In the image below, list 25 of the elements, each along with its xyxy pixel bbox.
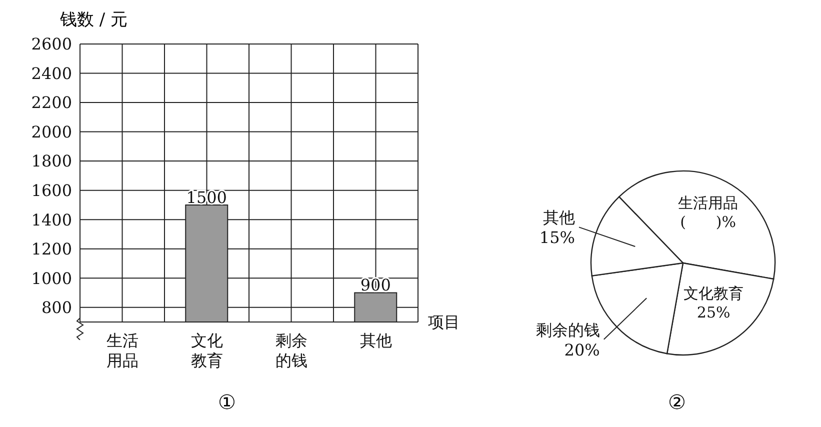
y-tick-label: 2600 <box>31 34 72 54</box>
y-tick-label: 1200 <box>31 240 72 259</box>
x-tick-label: 生活用品 <box>106 331 138 370</box>
y-tick-label: 2400 <box>31 64 72 83</box>
text: ① <box>218 390 236 414</box>
data-label: 15% <box>539 228 575 248</box>
y-tick-label: 1000 <box>31 268 72 288</box>
text: ② <box>668 390 686 414</box>
x-axis-title: 项目 <box>428 312 460 332</box>
y-tick-label: 1400 <box>31 210 72 230</box>
y-axis-title: 钱数 / 元 <box>60 9 128 31</box>
slice-label: 生活用品 <box>678 194 738 212</box>
slice-label: 文化教育 <box>684 284 744 303</box>
y-tick-label: 2200 <box>31 93 72 112</box>
x-tick-label: 剩余的钱 <box>275 331 308 370</box>
x-tick-label: 其他 <box>360 331 392 350</box>
data-label: 25% <box>696 304 730 322</box>
data-label: ( )% <box>680 212 736 231</box>
y-tick-label: 2000 <box>31 122 72 142</box>
x-tick-label: 文化教育 <box>190 331 223 370</box>
data-label: 20% <box>564 340 600 360</box>
slice-label: 其他 <box>542 208 575 228</box>
y-tick-label: 800 <box>41 298 72 318</box>
y-tick-label: 1800 <box>31 152 72 171</box>
y-tick-label: 1600 <box>31 180 72 200</box>
